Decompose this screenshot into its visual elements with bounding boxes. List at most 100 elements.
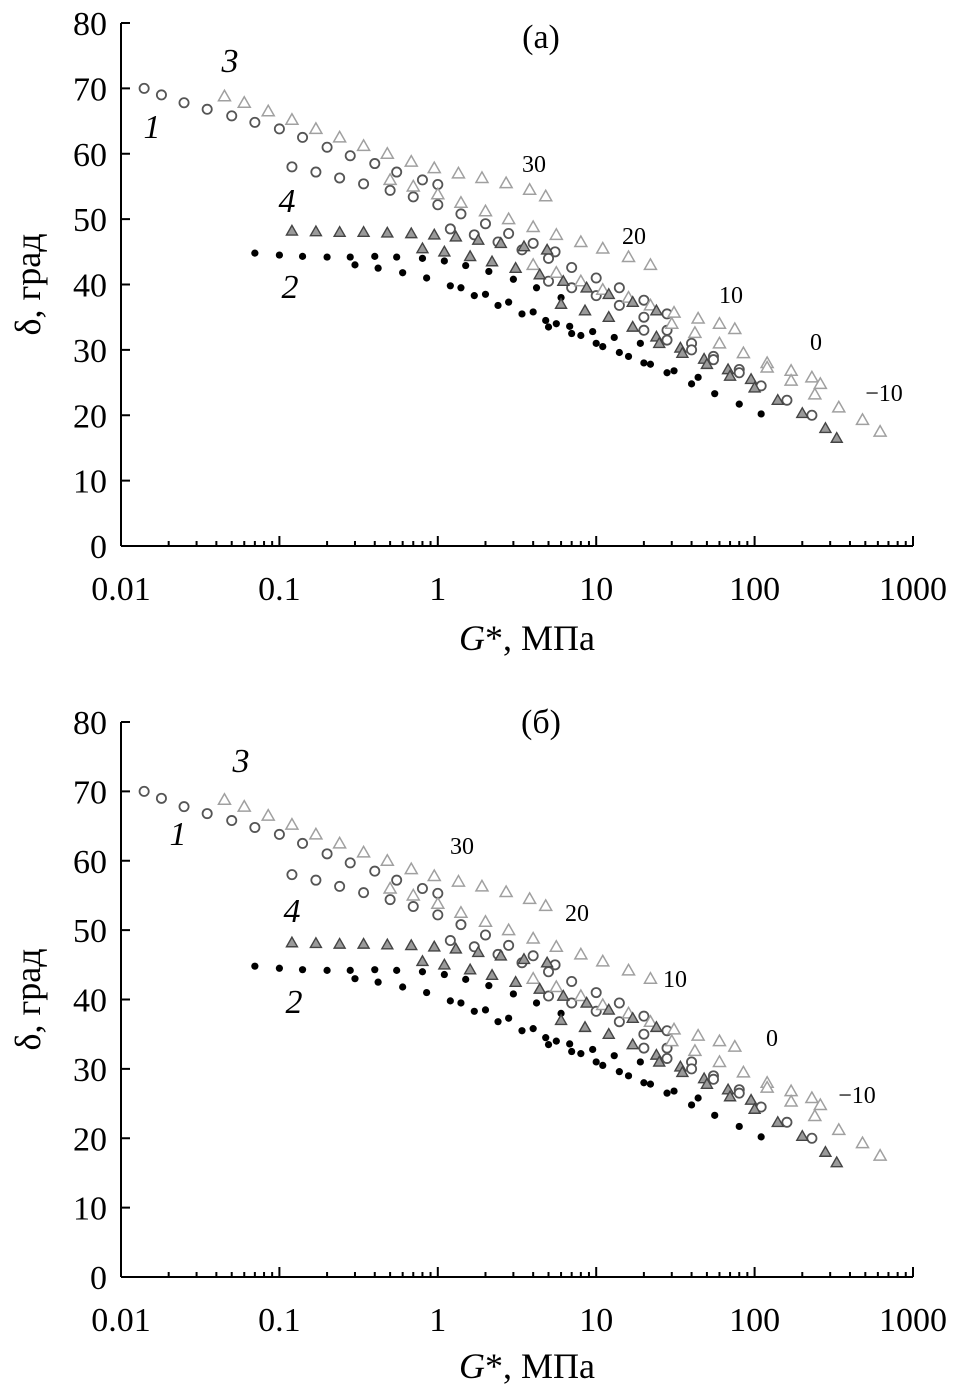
data-point [249,116,261,128]
data-point [298,252,307,260]
data-point [781,1116,793,1128]
data-point [589,327,597,336]
data-point [624,352,633,361]
data-point [557,1009,565,1017]
data-point [813,376,828,390]
data-point [309,936,323,949]
data-point [540,955,554,968]
data-point [543,252,555,264]
data-point [356,937,371,949]
data-point [399,983,407,991]
data-point [403,154,419,167]
data-point [735,400,743,408]
data-point [554,297,568,309]
data-point [747,380,762,393]
data-point [599,1061,607,1070]
data-point [733,367,745,379]
data-point [275,964,283,972]
data-point [757,410,765,418]
data-point [384,894,396,906]
y-tick-label: 40 [73,983,107,1020]
data-point [332,835,347,849]
series-4 [285,223,844,443]
data-point [356,844,371,858]
data-point [646,360,655,368]
data-point [446,997,454,1005]
data-point [297,837,309,849]
series-2 [251,249,765,418]
y-tick-label: 0 [90,529,107,566]
data-point [712,316,727,329]
data-point [236,799,252,812]
data-point [615,348,623,357]
data-point [686,1063,698,1075]
data-point [670,1087,678,1095]
data-point [549,227,564,241]
temperature-label: 0 [766,1026,778,1052]
data-point [806,409,818,421]
data-point [446,282,454,290]
data-point [356,138,371,152]
data-point [711,390,719,398]
data-point [260,808,276,821]
data-point [638,1028,650,1040]
data-point [687,1101,696,1109]
data-point [527,950,539,962]
data-point [249,821,261,833]
data-point [453,905,469,919]
data-point [391,874,403,886]
data-point [494,236,508,249]
data-point [625,1037,640,1050]
data-point [522,182,537,195]
data-point [416,883,428,895]
data-point [759,360,775,373]
data-point [566,975,578,987]
data-point [508,261,523,273]
data-point [503,228,515,240]
data-point [759,1080,775,1093]
data-point [666,1021,682,1035]
data-point [589,1045,597,1054]
x-tick-label: 0.01 [91,571,151,608]
data-point [807,1108,823,1122]
data-point [321,141,333,153]
data-point [309,224,323,237]
data-point [382,880,398,894]
data-point [374,264,382,272]
data-point [744,1093,758,1105]
data-point [226,815,238,827]
data-point [687,325,703,339]
data-point [382,172,398,186]
data-point [457,284,465,292]
data-point [552,1037,560,1045]
data-point [426,160,442,174]
data-point [455,208,467,220]
y-tick-label: 20 [73,1121,107,1158]
data-point [638,311,650,323]
data-point [527,237,539,249]
data-point [686,344,698,356]
series-2 [251,962,765,1141]
data-point [509,990,517,998]
data-point [602,310,616,323]
y-tick-label: 10 [73,464,107,501]
data-point [556,989,571,1001]
data-point [544,323,553,331]
data-point [595,997,611,1011]
data-point [872,1148,888,1161]
data-point [525,971,541,984]
data-point [578,1020,592,1033]
data-point [529,308,537,316]
data-point [621,249,636,263]
data-point [217,792,232,805]
data-point [275,251,283,259]
data-point [391,166,403,178]
data-point [418,968,427,976]
data-point [579,280,594,293]
panel-label: (б) [521,704,561,741]
y-tick-label: 0 [90,1260,107,1297]
data-point [549,265,564,278]
data-point [380,937,395,950]
data-point [323,966,331,974]
data-point [638,294,650,306]
